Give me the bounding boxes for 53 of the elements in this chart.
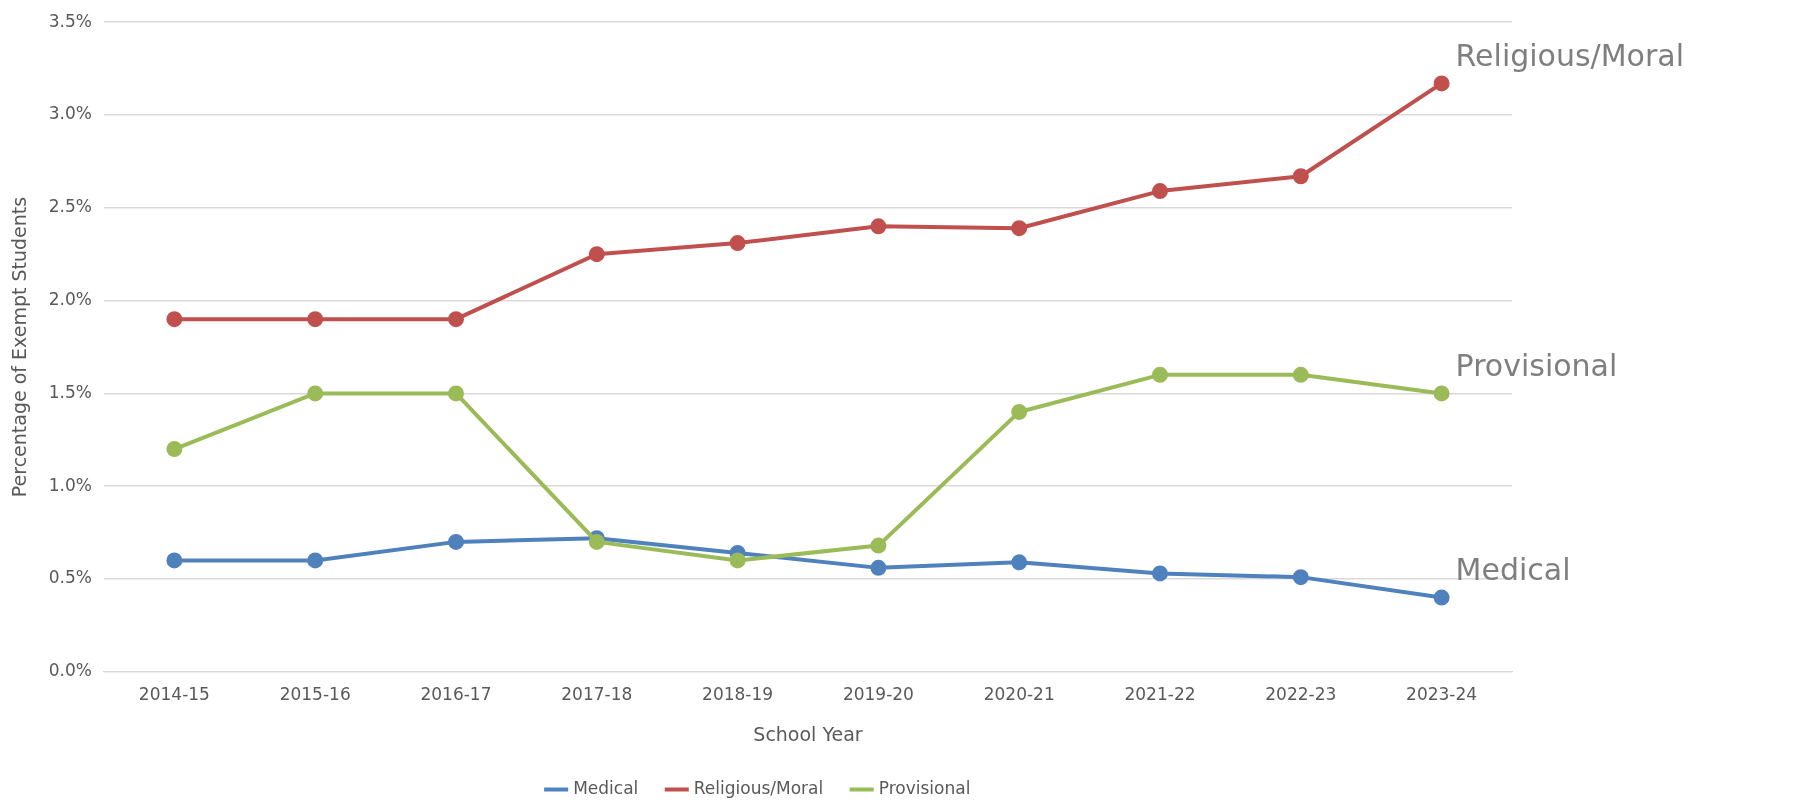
x-tick-label: 2014-15 xyxy=(138,684,210,705)
x-tick-label: 2017-18 xyxy=(561,684,633,705)
point xyxy=(307,311,324,328)
point xyxy=(1152,565,1168,582)
x-tick-label: 2022-23 xyxy=(1265,684,1337,705)
point xyxy=(729,235,746,252)
point xyxy=(447,533,464,550)
point xyxy=(307,552,324,569)
point xyxy=(1292,569,1309,586)
y-axis-title: Percentage of Exempt Students xyxy=(8,196,31,498)
legend-label: Religious/Moral xyxy=(693,777,824,798)
point xyxy=(1292,366,1309,383)
annotation: Provisional xyxy=(1455,348,1618,384)
legend-label: Provisional xyxy=(878,777,971,798)
y-tick-label: 3.0% xyxy=(48,103,92,124)
point xyxy=(1433,75,1450,92)
point xyxy=(1433,385,1450,402)
point xyxy=(870,559,887,576)
point xyxy=(1152,366,1168,383)
point xyxy=(1011,403,1028,420)
y-tick-label: 1.0% xyxy=(48,474,92,495)
point xyxy=(447,385,464,402)
legend-label: Medical xyxy=(573,777,639,798)
x-tick-label: 2019-20 xyxy=(842,684,914,705)
point xyxy=(1433,589,1450,606)
point xyxy=(307,385,324,402)
y-tick-label: 0.0% xyxy=(48,660,92,681)
x-tick-label: 2018-19 xyxy=(702,684,774,705)
point xyxy=(1011,220,1028,237)
x-axis-title: School Year xyxy=(753,722,863,745)
x-tick-label: 2020-21 xyxy=(983,684,1055,705)
point xyxy=(870,218,887,235)
point xyxy=(447,311,464,328)
point xyxy=(166,552,183,569)
point xyxy=(588,246,605,263)
point xyxy=(166,441,183,458)
point xyxy=(166,311,183,328)
point xyxy=(1152,183,1168,200)
y-tick-label: 2.0% xyxy=(48,289,92,310)
point xyxy=(1292,168,1309,185)
annotation: Religious/Moral xyxy=(1455,38,1685,74)
point xyxy=(870,537,887,554)
point xyxy=(729,552,746,569)
y-tick-label: 3.5% xyxy=(48,10,92,31)
y-tick-label: 1.5% xyxy=(48,381,92,402)
x-tick-label: 2016-17 xyxy=(420,684,492,705)
x-tick-label: 2015-16 xyxy=(279,684,351,705)
x-tick-label: 2021-22 xyxy=(1124,684,1196,705)
y-tick-label: 2.5% xyxy=(48,196,92,217)
x-tick-label: 2023-24 xyxy=(1406,684,1478,705)
annotation: Medical xyxy=(1455,552,1571,588)
y-tick-label: 0.5% xyxy=(48,567,92,588)
point xyxy=(1011,554,1028,571)
